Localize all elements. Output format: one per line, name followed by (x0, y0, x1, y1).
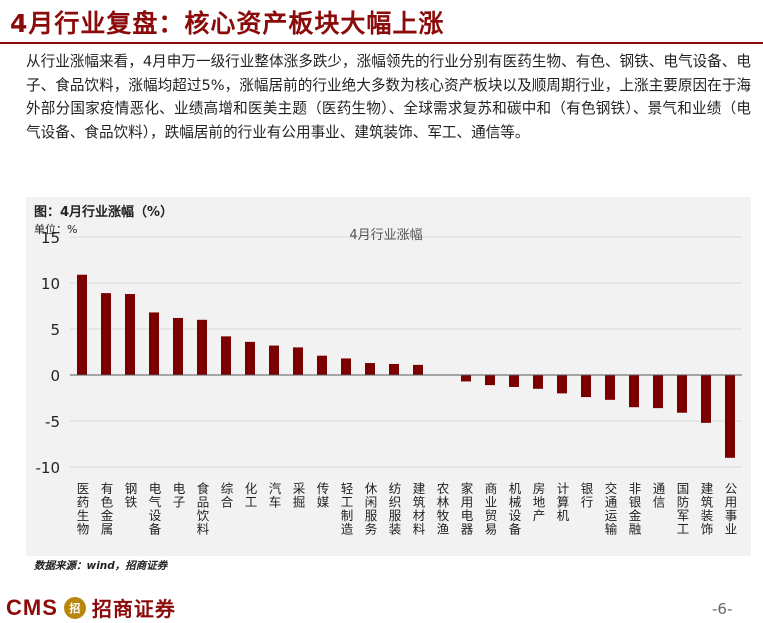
bar (77, 274, 87, 375)
bar (509, 375, 519, 387)
x-tick-label: 食品饮料 (195, 481, 210, 536)
bar (725, 375, 735, 458)
bar (533, 375, 543, 389)
figure-unit: 单位：% (34, 223, 78, 236)
x-tick-label: 公用事业 (723, 482, 738, 536)
data-source: 数据来源：wind，招商证券 (34, 560, 168, 572)
bar (149, 312, 159, 375)
bar (293, 347, 303, 375)
company-logo: CMS 招 招商证券 (6, 593, 176, 622)
bar (125, 294, 135, 375)
x-tick-label: 纺织服装 (387, 482, 402, 536)
y-tick-label: -5 (45, 413, 60, 431)
x-tick-label: 休闲服务 (363, 482, 378, 536)
bar (701, 375, 711, 423)
x-tick-label: 化工 (243, 482, 258, 509)
bar (269, 345, 279, 375)
x-tick-label: 建筑材料 (411, 482, 426, 536)
y-tick-label: 0 (50, 367, 60, 385)
logo-chinese-text: 招商证券 (91, 597, 176, 621)
bar (485, 375, 495, 386)
bar (413, 364, 423, 375)
bar (197, 319, 207, 375)
x-tick-label: 非银金融 (627, 482, 642, 536)
y-tick-label: -10 (36, 459, 61, 477)
title-divider (0, 42, 763, 44)
bar (221, 336, 231, 375)
x-tick-label: 建筑装饰 (699, 482, 714, 536)
bar (317, 355, 327, 375)
page-title: 4月行业复盘：核心资产板块大幅上涨 (10, 9, 445, 38)
x-tick-label: 机械设备 (507, 482, 522, 536)
x-tick-label: 传媒 (315, 481, 330, 509)
chart-title: 4月行业涨幅 (349, 228, 422, 243)
bar (557, 375, 567, 394)
figure-title: 图：4月行业涨幅（%） (34, 205, 174, 220)
bar (245, 341, 255, 375)
x-tick-label: 电气设备 (147, 482, 162, 536)
bar (365, 363, 375, 375)
bar (581, 375, 591, 398)
x-tick-label: 轻工制造 (339, 482, 354, 536)
x-tick-label: 房地产 (531, 481, 546, 523)
bar (629, 375, 639, 408)
bar (461, 375, 471, 382)
logo-latin-text: CMS (6, 594, 58, 620)
x-tick-label: 采掘 (291, 482, 306, 509)
bar (653, 375, 663, 409)
bar (173, 317, 183, 375)
x-tick-label: 电子 (171, 482, 186, 509)
page-number: -6- (712, 600, 733, 618)
y-tick-label: 15 (41, 229, 60, 247)
bar (341, 358, 351, 375)
x-tick-label: 交通运输 (603, 481, 618, 536)
bar (605, 375, 615, 400)
y-tick-label: 5 (50, 321, 60, 339)
x-tick-label: 汽车 (267, 481, 282, 509)
y-tick-label: 10 (41, 275, 60, 293)
bar (389, 363, 399, 375)
x-tick-label: 家用电器 (459, 481, 474, 536)
x-tick-label: 国防军工 (675, 482, 690, 536)
x-tick-label: 通信 (651, 482, 666, 509)
x-tick-label: 医药生物 (75, 482, 90, 536)
bar (677, 375, 687, 413)
x-tick-label: 商业贸易 (483, 481, 498, 536)
x-tick-label: 计算机 (555, 482, 570, 523)
x-tick-label: 综合 (219, 482, 234, 509)
x-tick-label: 钢铁 (123, 482, 138, 509)
summary-paragraph: 从行业涨幅来看，4月申万一级行业整体涨多跌少，涨幅领先的行业分别有医药生物、有色… (26, 53, 751, 141)
x-tick-label: 有色金属 (99, 482, 114, 536)
bar (101, 293, 111, 375)
x-tick-label: 银行 (579, 482, 594, 509)
x-tick-label: 农林牧渔 (435, 482, 450, 536)
logo-emblem-icon: 招 (63, 596, 86, 619)
